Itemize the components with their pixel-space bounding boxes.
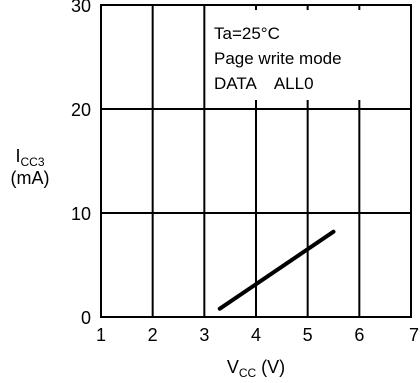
x-tick-label: 4 xyxy=(251,325,261,345)
annotation-line-2: Page write mode xyxy=(214,49,342,68)
x-axis-label-sub: CC xyxy=(239,366,257,380)
y-axis-label-sub: CC3 xyxy=(21,155,45,169)
y-axis-label: ICC3 xyxy=(15,146,44,169)
y-axis-label-main: I xyxy=(15,146,20,166)
x-axis-label: VCC (V) xyxy=(227,357,285,380)
x-tick-label: 2 xyxy=(148,325,158,345)
x-axis-label-main: V xyxy=(227,357,239,377)
x-axis-label-unit: (V) xyxy=(261,357,285,377)
series-group xyxy=(217,229,336,311)
x-tick-label: 1 xyxy=(96,325,106,345)
y-tick-label: 10 xyxy=(71,204,91,224)
x-tick-label: 6 xyxy=(354,325,364,345)
y-tick-label: 30 xyxy=(71,0,91,16)
x-tick-label: 3 xyxy=(199,325,209,345)
y-tick-labels: 0 10 20 30 xyxy=(71,0,91,328)
x-tick-labels: 1 2 3 4 5 6 7 xyxy=(96,325,419,345)
annotation-box xyxy=(206,10,391,100)
y-tick-label: 0 xyxy=(81,308,91,328)
x-tick-label: 5 xyxy=(303,325,313,345)
annotation-line-1: Ta=25°C xyxy=(214,24,280,43)
series-line xyxy=(217,229,336,311)
y-tick-label: 20 xyxy=(71,100,91,120)
x-tick-label: 7 xyxy=(409,325,419,345)
annotation-line-3: DATA ALL0 xyxy=(214,74,314,93)
y-axis-unit: (mA) xyxy=(11,168,50,188)
